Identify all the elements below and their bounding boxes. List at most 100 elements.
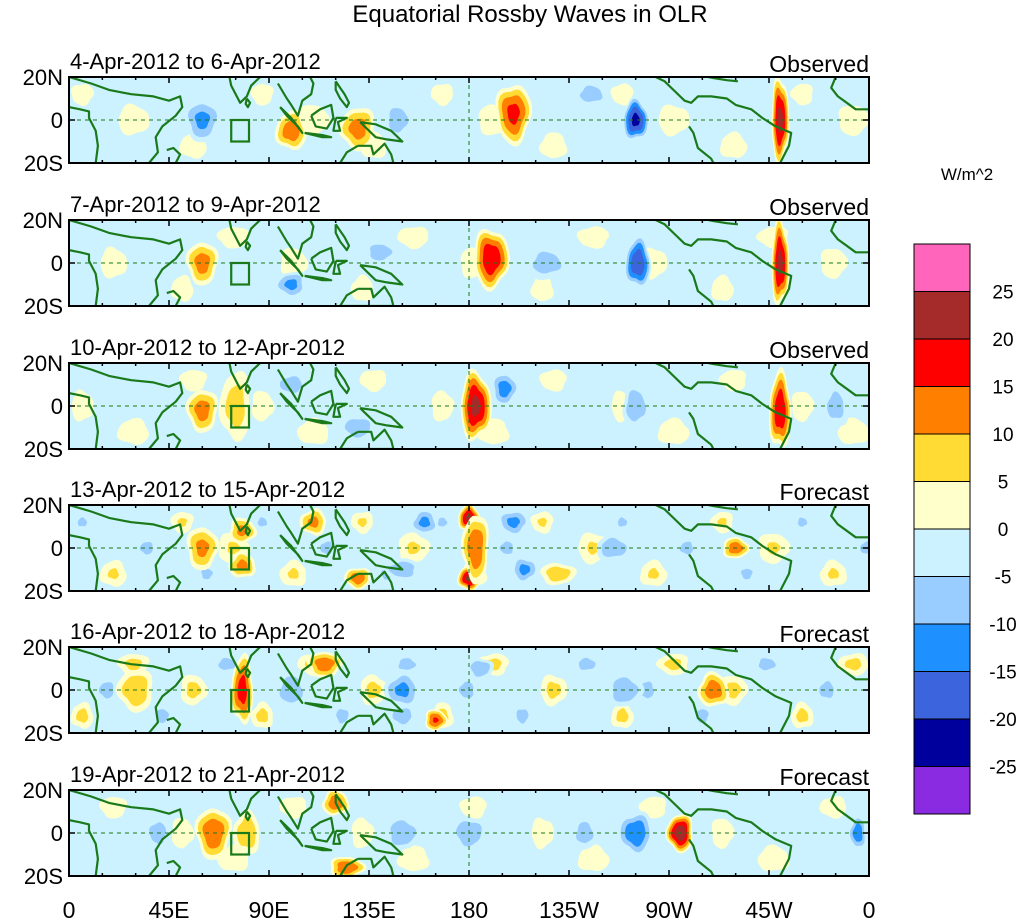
- olr-anomaly-contour: [178, 370, 208, 392]
- olr-anomaly-contour: [509, 390, 533, 421]
- y-tick-label: 20N: [23, 778, 63, 803]
- coastline: [334, 508, 351, 537]
- coastline: [197, 77, 262, 104]
- chart-title: Equatorial Rossby Waves in OLR: [352, 1, 707, 28]
- olr-anomaly-contour: [576, 226, 610, 249]
- colorbar-swatch: [913, 481, 971, 530]
- olr-anomaly-contour: [819, 796, 847, 819]
- olr-anomaly-contour: [279, 796, 307, 820]
- olr-anomaly-contour: [774, 388, 786, 429]
- coastline: [830, 363, 869, 397]
- olr-anomaly-contour: [433, 717, 439, 723]
- olr-anomaly-contour: [431, 276, 454, 303]
- coastline: [69, 647, 184, 733]
- y-tick-label: 20S: [24, 864, 63, 889]
- coastline: [279, 106, 304, 134]
- colorbar-label: -15: [989, 663, 1016, 684]
- olr-anomaly-contour: [546, 681, 561, 699]
- colorbar-swatch: [913, 433, 971, 482]
- olr-anomaly-contour: [718, 369, 746, 392]
- olr-anomaly-contour: [344, 419, 371, 438]
- olr-anomaly-contour: [491, 847, 523, 874]
- coastline: [244, 383, 252, 395]
- olr-anomaly-contour: [740, 568, 753, 580]
- olr-anomaly-contour: [733, 796, 762, 819]
- olr-anomaly-contour: [459, 796, 487, 819]
- olr-anomaly-contour: [578, 657, 596, 670]
- coastline: [69, 249, 99, 306]
- x-tick-label: 135W: [539, 897, 599, 922]
- olr-anomaly-contour: [837, 417, 869, 445]
- coastline: [359, 834, 404, 856]
- olr-anomaly-contour: [789, 83, 813, 106]
- y-tick-label: 20N: [23, 65, 63, 90]
- coastline: [702, 77, 739, 83]
- colorbar-label: 25: [992, 283, 1013, 304]
- colorbar-swatch: [913, 386, 971, 435]
- panel-status-label: Forecast: [780, 764, 870, 790]
- coastline: [702, 790, 739, 796]
- panel-wave-field: [70, 652, 869, 731]
- olr-anomaly-contour: [431, 390, 455, 422]
- x-tick-label: 0: [863, 897, 876, 922]
- coastline: [244, 97, 252, 109]
- coastline: [279, 249, 304, 277]
- coastline: [688, 838, 715, 876]
- y-tick-label: 0: [51, 108, 63, 133]
- olr-anomaly-contour: [777, 248, 783, 276]
- olr-anomaly-contour: [539, 369, 567, 392]
- olr-anomaly-contour: [726, 682, 742, 699]
- olr-anomaly-contour: [373, 795, 402, 818]
- panel-4: 20N 0 20S 13-Apr-2012 to 15-Apr-2012 Forecas…: [23, 477, 870, 604]
- panel-features: [183, 77, 790, 163]
- olr-anomaly-contour: [812, 133, 841, 160]
- olr-anomaly-contour: [791, 392, 815, 423]
- coastlines: [69, 505, 869, 591]
- olr-anomaly-contour: [571, 420, 603, 447]
- olr-anomaly-contour: [720, 131, 748, 158]
- coastline: [310, 246, 335, 273]
- panel-period-label: 13-Apr-2012 to 15-Apr-2012: [70, 477, 345, 502]
- panel-wave-field: [71, 82, 869, 161]
- coastline: [334, 366, 351, 395]
- coastlines: [69, 790, 869, 876]
- colorbar-swatch: [913, 671, 971, 720]
- olr-anomaly-contour: [98, 682, 114, 699]
- coastline: [334, 223, 351, 252]
- olr-anomaly-contour: [601, 537, 627, 557]
- coastline: [635, 647, 793, 733]
- coastline: [334, 650, 351, 679]
- coastline: [69, 220, 184, 306]
- olr-anomaly-contour: [820, 249, 849, 280]
- olr-anomaly-contour: [194, 253, 211, 274]
- coastline: [197, 363, 262, 390]
- olr-anomaly-contour: [797, 517, 808, 527]
- coastline: [339, 285, 395, 306]
- olr-anomaly-contour: [610, 83, 634, 106]
- y-tick-label: 20N: [23, 351, 63, 376]
- y-tick-label: 20S: [24, 437, 63, 462]
- panel-period-label: 4-Apr-2012 to 6-Apr-2012: [70, 49, 321, 74]
- coastline: [830, 505, 869, 539]
- olr-anomaly-contour: [69, 818, 93, 849]
- colorbar-swatch: [913, 623, 971, 672]
- olr-anomaly-contour: [844, 658, 862, 671]
- coastline: [332, 116, 348, 132]
- olr-anomaly-contour: [350, 274, 373, 301]
- x-tick-label: 45E: [149, 897, 190, 922]
- coastline: [339, 855, 395, 876]
- coastline: [166, 859, 182, 876]
- olr-anomaly-contour: [827, 568, 839, 579]
- coastline: [244, 810, 252, 822]
- olr-anomaly-contour: [357, 518, 367, 528]
- olr-anomaly-contour: [852, 823, 863, 842]
- olr-anomaly-contour: [796, 708, 809, 723]
- olr-anomaly-contour: [657, 417, 690, 444]
- panel-period-label: 7-Apr-2012 to 9-Apr-2012: [70, 192, 321, 217]
- olr-anomaly-contour: [519, 564, 531, 576]
- coastline: [359, 121, 404, 143]
- olr-anomaly-contour: [107, 568, 119, 580]
- olr-anomaly-contour: [537, 517, 547, 527]
- y-tick-label: 20N: [23, 493, 63, 518]
- coastline: [310, 103, 335, 130]
